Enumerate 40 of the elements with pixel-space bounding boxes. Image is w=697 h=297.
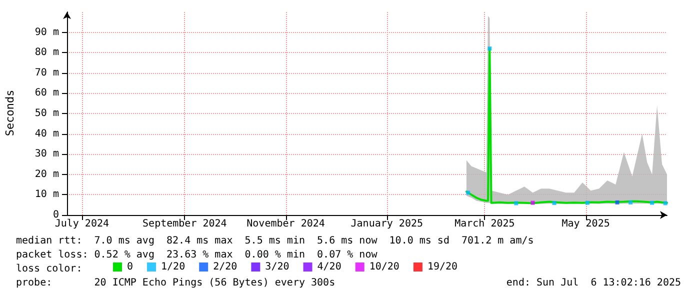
text: end: Sun Jul 6 13:02:16 2025 <box>506 278 682 288</box>
y-tick-label: 70 m <box>34 67 59 78</box>
point <box>585 200 590 205</box>
point <box>514 201 518 206</box>
legend-label: 3/20 <box>265 262 290 272</box>
x-tick-label: September 2024 <box>142 218 227 230</box>
y-tick-label: 20 m <box>34 168 59 180</box>
y-axis-title: Seconds <box>4 90 16 136</box>
legend-label: 1/20 <box>161 262 186 272</box>
y-tick-label: 90 m <box>34 26 59 38</box>
y-tick-label: 40 m <box>34 128 59 140</box>
point <box>466 190 470 195</box>
point <box>615 200 620 204</box>
x-tick-label: July 2024 <box>54 218 110 230</box>
y-tick-label: 60 m <box>34 88 59 99</box>
legend-label: 0 <box>127 262 134 272</box>
line-series <box>465 48 668 204</box>
text: packet loss: 0.52 % avg 23.63 % max 0.00 % min 0.07 % now <box>16 250 378 260</box>
x-tick-label: May 2025 <box>562 218 610 230</box>
y-tick-label: 80 m <box>34 47 59 58</box>
y-tick-label: 10 m <box>34 189 59 200</box>
x-tick-label: January 2025 <box>350 218 424 230</box>
point <box>552 201 556 206</box>
legend-label: 10/20 <box>369 262 400 272</box>
text: median rtt: 7.0 ms avg 82.4 ms max 5.5 ms min 5.6 ms now 10.0 ms sd 701.2 m am/s <box>16 236 534 246</box>
legend-label: 2/20 <box>213 262 238 272</box>
point <box>663 201 668 206</box>
point <box>650 200 654 205</box>
point <box>488 46 492 51</box>
y-tick-label: 0 <box>52 210 59 220</box>
y-tick-label: 50 m <box>34 108 59 119</box>
legend-label: 19/20 <box>427 262 458 272</box>
text: probe: 20 ICMP Echo Pings (56 Bytes) every 300s <box>16 278 336 288</box>
y-tick-label: 30 m <box>34 148 59 160</box>
point <box>530 200 535 205</box>
point <box>628 200 633 204</box>
x-tick-label: November 2024 <box>246 218 325 230</box>
x-tick-label: March 2025 <box>454 218 515 230</box>
legend-title: loss color: <box>16 264 82 274</box>
legend-label: 4/20 <box>317 262 342 272</box>
